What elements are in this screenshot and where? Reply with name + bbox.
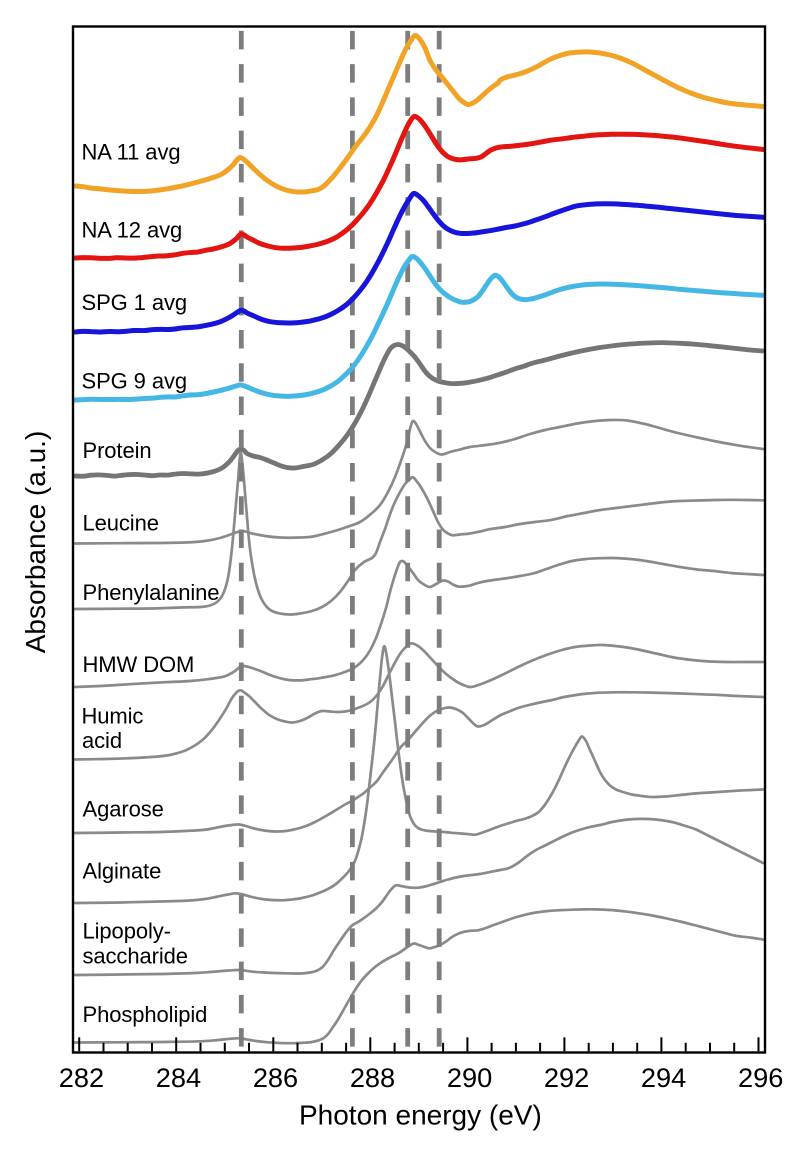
svg-text:282: 282 bbox=[59, 1062, 104, 1093]
svg-text:Agarose: Agarose bbox=[83, 797, 164, 822]
svg-text:Humic: Humic bbox=[82, 704, 144, 729]
svg-text:SPG 9 avg: SPG 9 avg bbox=[82, 369, 188, 394]
svg-text:Absorbance (a.u.): Absorbance (a.u.) bbox=[20, 431, 51, 654]
svg-text:288: 288 bbox=[350, 1062, 395, 1093]
svg-text:NA 11 avg: NA 11 avg bbox=[82, 140, 181, 165]
svg-text:Protein: Protein bbox=[83, 438, 152, 463]
svg-text:286: 286 bbox=[253, 1062, 298, 1093]
svg-text:SPG 1 avg: SPG 1 avg bbox=[82, 290, 188, 315]
svg-text:Phospholipid: Phospholipid bbox=[83, 1002, 208, 1027]
svg-text:Alginate: Alginate bbox=[83, 859, 162, 884]
svg-text:Photon energy (eV): Photon energy (eV) bbox=[299, 1100, 542, 1131]
svg-text:Lipopoly-: Lipopoly- bbox=[83, 919, 171, 944]
svg-text:Leucine: Leucine bbox=[83, 511, 159, 536]
svg-text:acid: acid bbox=[82, 728, 122, 753]
svg-text:284: 284 bbox=[156, 1062, 201, 1093]
svg-text:290: 290 bbox=[447, 1062, 492, 1093]
svg-text:NA 12 avg: NA 12 avg bbox=[82, 218, 183, 243]
svg-text:296: 296 bbox=[738, 1062, 783, 1093]
svg-text:Phenylalanine: Phenylalanine bbox=[83, 580, 220, 605]
svg-text:292: 292 bbox=[544, 1062, 589, 1093]
svg-text:saccharide: saccharide bbox=[83, 944, 188, 969]
svg-text:HMW DOM: HMW DOM bbox=[83, 652, 195, 677]
svg-text:294: 294 bbox=[641, 1062, 686, 1093]
